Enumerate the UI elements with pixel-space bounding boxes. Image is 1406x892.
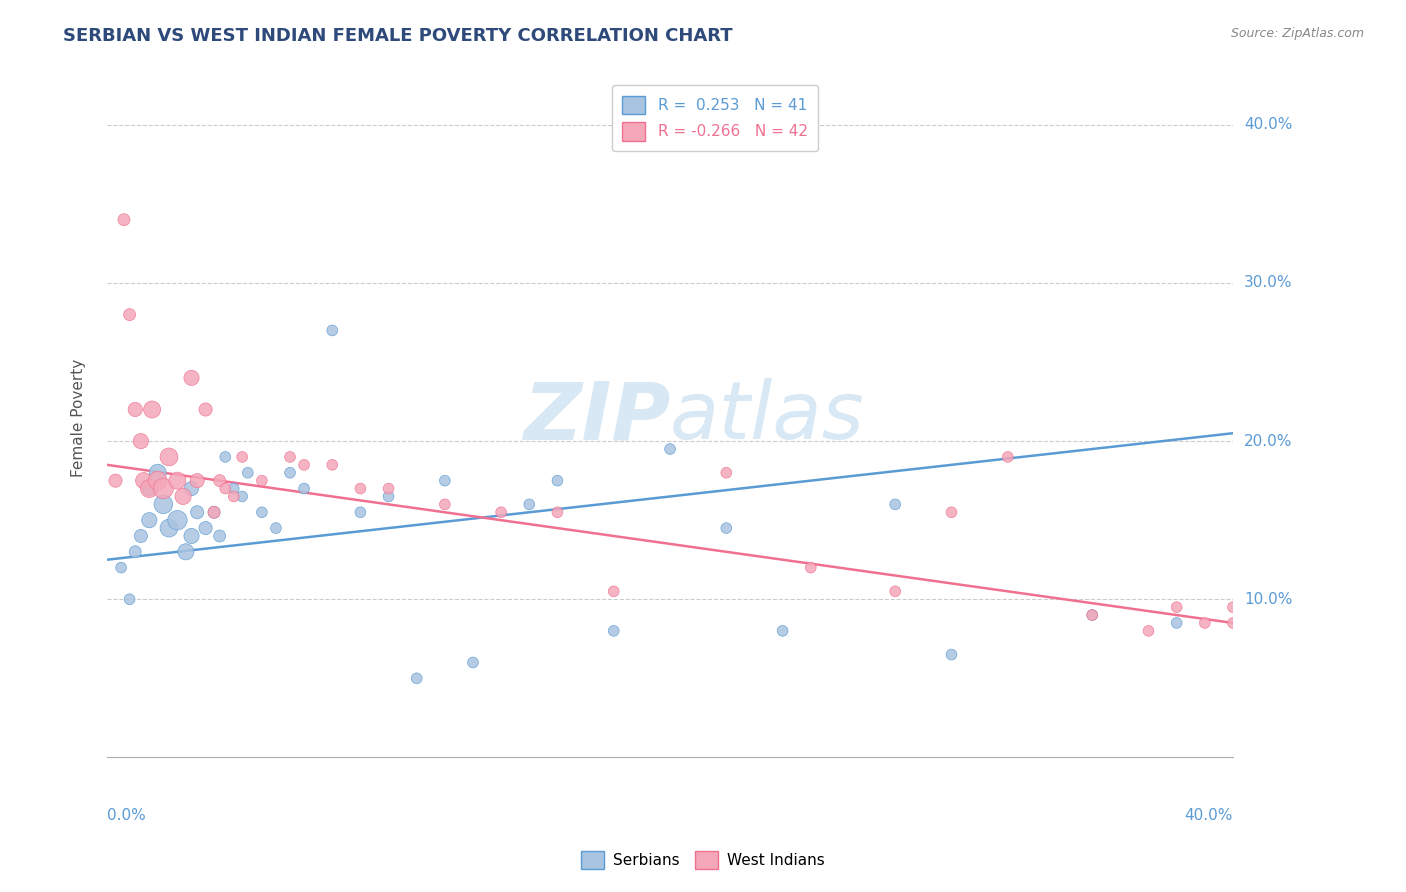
Point: [222, 490, 245, 504]
Text: 20.0%: 20.0%: [1244, 434, 1292, 449]
Point: [141, 402, 163, 417]
Point: [349, 505, 371, 519]
Text: SERBIAN VS WEST INDIAN FEMALE POVERTY CORRELATION CHART: SERBIAN VS WEST INDIAN FEMALE POVERTY CO…: [63, 27, 733, 45]
Point: [546, 474, 568, 488]
Point: [124, 545, 146, 559]
Point: [433, 497, 456, 511]
Text: ZIP: ZIP: [523, 378, 671, 457]
Point: [250, 505, 273, 519]
Point: [997, 450, 1019, 464]
Point: [208, 529, 231, 543]
Point: [349, 482, 371, 496]
Point: [603, 584, 626, 599]
Text: 0.0%: 0.0%: [107, 808, 146, 823]
Point: [489, 505, 512, 519]
Point: [138, 482, 160, 496]
Point: [377, 490, 399, 504]
Point: [292, 482, 315, 496]
Point: [1166, 600, 1188, 615]
Point: [157, 521, 180, 535]
Point: [118, 308, 141, 322]
Point: [278, 466, 301, 480]
Point: [941, 505, 963, 519]
Point: [138, 482, 160, 496]
Point: [250, 474, 273, 488]
Point: [941, 648, 963, 662]
Point: [208, 474, 231, 488]
Point: [659, 442, 682, 456]
Point: [132, 474, 155, 488]
Point: [180, 482, 202, 496]
Point: [264, 521, 287, 535]
Point: [214, 450, 236, 464]
Text: 40.0%: 40.0%: [1244, 118, 1292, 132]
Point: [321, 323, 343, 337]
Point: [202, 505, 225, 519]
Point: [104, 474, 127, 488]
Point: [1194, 615, 1216, 630]
Point: [1166, 615, 1188, 630]
Point: [321, 458, 343, 472]
Point: [517, 497, 540, 511]
Point: [292, 458, 315, 472]
Point: [231, 450, 253, 464]
Point: [152, 497, 174, 511]
Point: [202, 505, 225, 519]
Point: [110, 560, 132, 574]
Point: [118, 592, 141, 607]
Point: [884, 497, 907, 511]
Point: [546, 505, 568, 519]
Point: [772, 624, 794, 638]
Point: [716, 521, 738, 535]
Point: [129, 529, 152, 543]
Point: [405, 671, 427, 685]
Point: [129, 434, 152, 449]
Point: [236, 466, 259, 480]
Point: [194, 402, 217, 417]
Point: [800, 560, 823, 574]
Legend: R =  0.253   N = 41, R = -0.266   N = 42: R = 0.253 N = 41, R = -0.266 N = 42: [612, 85, 818, 152]
Text: Source: ZipAtlas.com: Source: ZipAtlas.com: [1230, 27, 1364, 40]
Point: [214, 482, 236, 496]
Text: 10.0%: 10.0%: [1244, 591, 1292, 607]
Point: [603, 624, 626, 638]
Point: [180, 371, 202, 385]
Point: [186, 474, 208, 488]
Point: [461, 656, 484, 670]
Point: [433, 474, 456, 488]
Point: [124, 402, 146, 417]
Point: [194, 521, 217, 535]
Point: [377, 482, 399, 496]
Text: 30.0%: 30.0%: [1244, 276, 1292, 291]
Point: [112, 212, 135, 227]
Point: [1222, 600, 1244, 615]
Point: [174, 545, 197, 559]
Point: [180, 529, 202, 543]
Text: atlas: atlas: [671, 378, 865, 457]
Point: [138, 513, 160, 527]
Point: [278, 450, 301, 464]
Point: [1222, 615, 1244, 630]
Point: [146, 466, 169, 480]
Legend: Serbians, West Indians: Serbians, West Indians: [575, 845, 831, 875]
Point: [186, 505, 208, 519]
Point: [716, 466, 738, 480]
Text: 40.0%: 40.0%: [1185, 808, 1233, 823]
Point: [222, 482, 245, 496]
Point: [172, 490, 194, 504]
Point: [231, 490, 253, 504]
Point: [166, 474, 188, 488]
Point: [157, 450, 180, 464]
Point: [146, 474, 169, 488]
Y-axis label: Female Poverty: Female Poverty: [72, 359, 86, 476]
Point: [152, 482, 174, 496]
Point: [1081, 608, 1104, 623]
Point: [1081, 608, 1104, 623]
Point: [884, 584, 907, 599]
Point: [1137, 624, 1160, 638]
Point: [166, 513, 188, 527]
